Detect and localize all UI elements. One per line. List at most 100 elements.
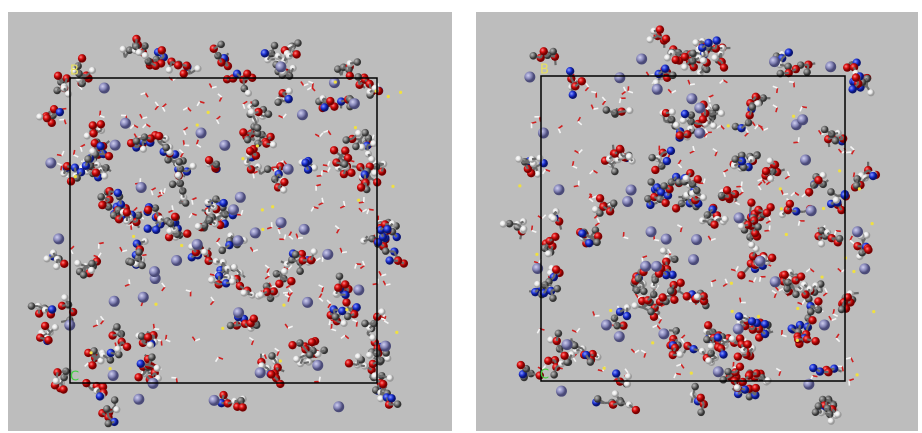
oxygen-atom: [737, 271, 745, 279]
carbon-atom: [97, 193, 105, 201]
carbon-atom: [647, 308, 655, 316]
nitrogen-atom: [152, 226, 160, 234]
water-bond: [329, 320, 330, 325]
water-bond: [357, 322, 358, 327]
carbon-atom: [647, 178, 655, 186]
carbon-atom: [836, 235, 844, 243]
hydrogen-atom: [833, 197, 840, 204]
water-bond: [344, 201, 345, 206]
hydrogen-atom: [366, 352, 373, 359]
oxygen-atom: [540, 47, 548, 55]
carbon-atom: [703, 336, 711, 344]
ion: [283, 164, 294, 175]
water-bond: [323, 171, 328, 172]
nitrogen-atom: [713, 36, 721, 44]
oxygen-atom: [123, 208, 131, 216]
ion: [734, 212, 745, 223]
hydrogen-atom: [65, 90, 72, 97]
oxygen-atom: [672, 204, 680, 212]
small-ion: [609, 309, 612, 312]
carbon-atom: [133, 137, 141, 145]
carbon-atom: [792, 291, 800, 299]
oxygen-atom: [736, 363, 744, 371]
oxygen-atom: [808, 316, 816, 324]
hydrogen-atom: [626, 107, 633, 114]
oxygen-atom: [123, 343, 131, 351]
hydrogen-atom: [515, 156, 522, 163]
ion: [694, 128, 705, 139]
ion: [825, 61, 836, 72]
nitrogen-atom: [261, 49, 269, 57]
oxygen-atom: [632, 406, 640, 414]
water-bond: [192, 200, 193, 205]
carbon-atom: [265, 110, 273, 118]
hydrogen-atom: [692, 39, 699, 46]
carbon-atom: [640, 287, 648, 295]
small-ion: [357, 199, 360, 202]
oxygen-atom: [720, 63, 728, 71]
water-bond: [741, 181, 742, 186]
oxygen-atom: [89, 121, 97, 129]
nitrogen-atom: [714, 333, 722, 341]
hydrogen-atom: [154, 365, 161, 372]
small-ion: [796, 307, 799, 310]
ion: [233, 235, 244, 246]
water-bond: [591, 92, 596, 93]
ion: [646, 226, 657, 237]
oxygen-atom: [158, 46, 166, 54]
oxygen-atom: [134, 373, 142, 381]
hydrogen-atom: [625, 373, 632, 380]
ion: [553, 184, 564, 195]
hydrogen-atom: [669, 108, 676, 115]
nitrogen-atom: [735, 312, 743, 320]
water-bond: [74, 150, 75, 155]
small-ion: [89, 351, 92, 354]
carbon-atom: [341, 160, 349, 168]
ion: [297, 109, 308, 120]
hydrogen-atom: [355, 130, 362, 137]
carbon-atom: [382, 247, 390, 255]
oxygen-atom: [250, 314, 258, 322]
carbon-atom: [352, 143, 360, 151]
oxygen-atom: [43, 114, 51, 122]
ion: [770, 276, 781, 287]
carbon-atom: [594, 395, 602, 403]
nitrogen-atom: [284, 95, 292, 103]
water-bond: [129, 279, 130, 284]
ion: [233, 307, 244, 318]
hydrogen-atom: [147, 342, 154, 349]
hydrogen-atom: [52, 324, 59, 331]
water-bond: [322, 287, 323, 292]
nitrogen-atom: [848, 85, 856, 93]
water-bond: [798, 221, 799, 226]
water-bond: [532, 226, 533, 231]
small-ion: [785, 233, 788, 236]
oxygen-atom: [560, 352, 568, 360]
oxygen-atom: [144, 206, 152, 214]
ion: [686, 93, 697, 104]
small-ion: [345, 308, 348, 311]
carbon-atom: [593, 238, 601, 246]
water-bond: [764, 230, 769, 231]
small-ion: [858, 187, 861, 190]
small-ion: [856, 373, 859, 376]
oxygen-atom: [345, 359, 353, 367]
panel: B C: [476, 12, 918, 431]
hydrogen-atom: [767, 157, 774, 164]
oxygen-atom: [44, 336, 52, 344]
ion: [353, 285, 364, 296]
hydrogen-atom: [734, 384, 741, 391]
carbon-atom: [268, 352, 276, 360]
carbon-atom: [111, 396, 119, 404]
oxygen-atom: [89, 129, 97, 137]
ion: [556, 386, 567, 397]
carbon-atom: [103, 405, 111, 413]
oxygen-atom: [246, 147, 254, 155]
ion: [99, 82, 110, 93]
ion: [614, 72, 625, 83]
oxygen-atom: [704, 321, 712, 329]
oxygen-atom: [671, 56, 679, 64]
nitrogen-atom: [667, 147, 675, 155]
nitrogen-atom: [96, 392, 104, 400]
hydrogen-atom: [834, 411, 841, 418]
